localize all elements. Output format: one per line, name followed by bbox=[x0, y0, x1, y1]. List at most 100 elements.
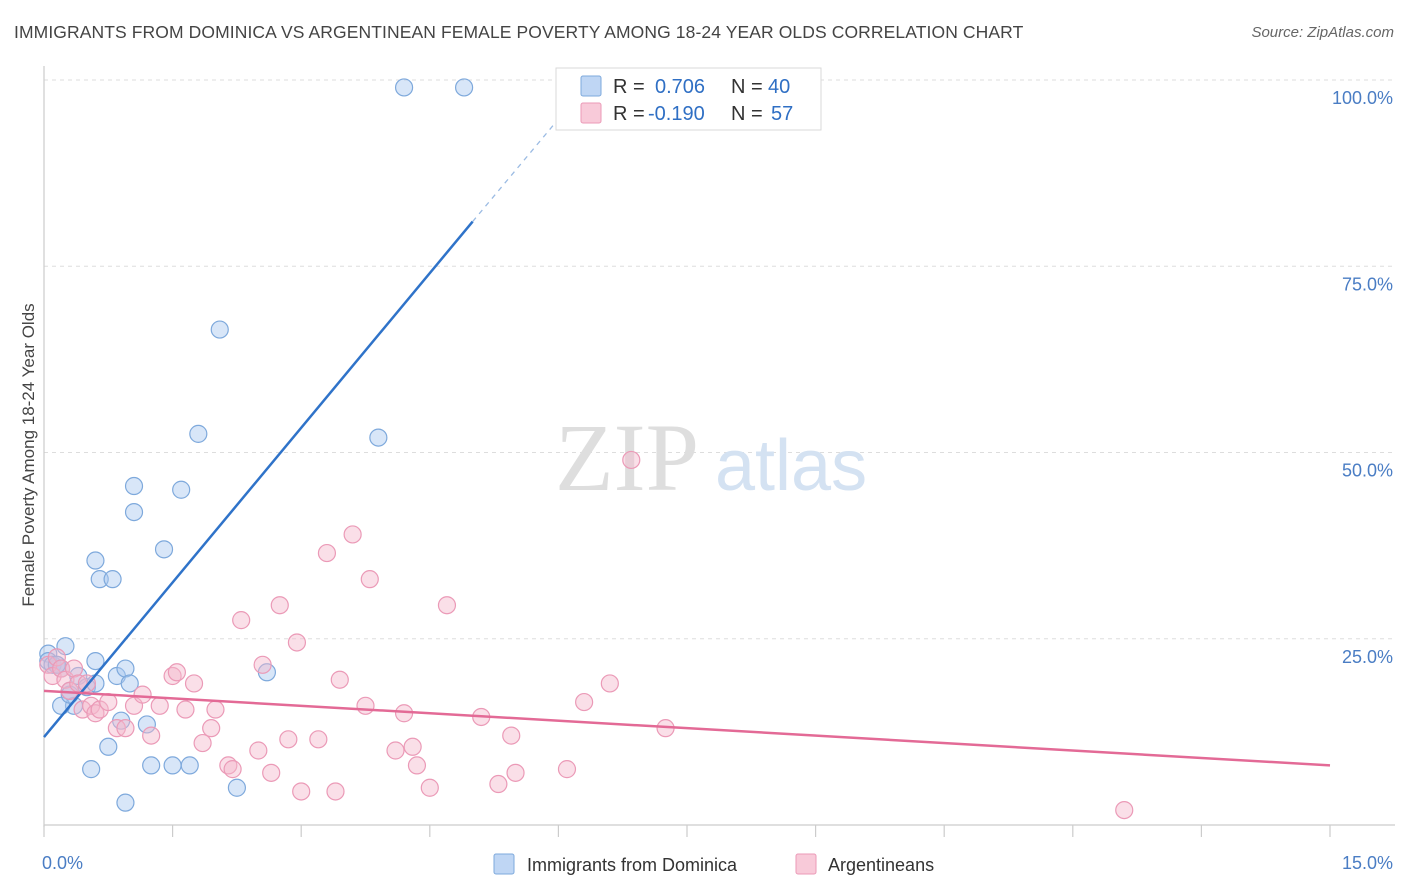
data-point bbox=[116, 659, 135, 678]
data-point bbox=[227, 778, 246, 797]
data-point bbox=[124, 476, 144, 496]
stats-legend-n-label: N = bbox=[731, 103, 763, 125]
grid-lines bbox=[44, 79, 1395, 640]
data-point bbox=[287, 633, 307, 652]
stats-legend-n-value: 40 bbox=[768, 76, 790, 98]
data-point bbox=[163, 756, 182, 775]
data-point bbox=[154, 540, 174, 559]
data-point bbox=[124, 502, 144, 522]
data-point bbox=[193, 733, 212, 753]
legend-label-dominica: Immigrants from Dominica bbox=[527, 855, 738, 875]
stats-legend-swatch-argentineans bbox=[580, 102, 602, 124]
data-point bbox=[386, 741, 405, 760]
y-tick-label: 100.0% bbox=[1332, 88, 1393, 108]
data-points bbox=[39, 78, 1134, 820]
y-tick-label: 50.0% bbox=[1342, 461, 1393, 481]
chart-title: IMMIGRANTS FROM DOMINICA VS ARGENTINEAN … bbox=[14, 22, 1024, 42]
stats-legend-swatch-dominica bbox=[580, 75, 602, 97]
x-tick-label: 15.0% bbox=[1342, 853, 1393, 873]
trend-line bbox=[43, 689, 1331, 767]
data-point bbox=[133, 685, 152, 704]
stats-legend-r-value: 0.706 bbox=[655, 76, 705, 98]
data-point bbox=[454, 78, 474, 97]
y-tick-label: 25.0% bbox=[1342, 647, 1393, 667]
data-point bbox=[150, 696, 169, 715]
data-point bbox=[360, 570, 379, 589]
data-point bbox=[142, 726, 161, 745]
data-point bbox=[369, 428, 388, 447]
data-point bbox=[223, 760, 242, 779]
data-point bbox=[180, 756, 199, 775]
axes bbox=[43, 66, 1395, 837]
stats-legend-n-label: N = bbox=[731, 76, 763, 98]
data-point bbox=[437, 596, 457, 615]
data-point bbox=[575, 692, 594, 712]
data-point bbox=[184, 674, 204, 693]
data-point bbox=[292, 782, 311, 801]
data-point bbox=[407, 756, 427, 775]
data-point bbox=[262, 763, 281, 782]
x-tick-label: 0.0% bbox=[42, 853, 83, 873]
legend-swatch-dominica bbox=[493, 853, 515, 875]
data-point bbox=[86, 651, 105, 671]
data-point bbox=[600, 674, 619, 693]
data-point bbox=[137, 715, 156, 734]
stats-legend: R = 0.706 N = 40 R = -0.190 N = 57 bbox=[555, 67, 822, 131]
data-point bbox=[64, 659, 84, 678]
data-point bbox=[167, 663, 186, 682]
data-point bbox=[279, 730, 298, 749]
series-legend: Immigrants from Dominica Argentineans bbox=[493, 853, 934, 875]
data-point bbox=[232, 611, 251, 630]
data-point bbox=[326, 782, 345, 801]
stats-legend-r-value: -0.190 bbox=[648, 103, 705, 125]
stats-legend-n-value: 57 bbox=[771, 103, 793, 125]
data-point bbox=[82, 760, 101, 779]
data-point bbox=[120, 674, 139, 693]
data-point bbox=[330, 670, 349, 689]
stats-legend-r-label: R = bbox=[613, 76, 645, 98]
legend-swatch-argentineans bbox=[795, 853, 817, 875]
data-point bbox=[489, 774, 508, 794]
watermark: ZIP atlas bbox=[555, 404, 867, 511]
tick-labels: 25.0% 50.0% 75.0% 100.0% 0.0% 15.0% bbox=[42, 88, 1393, 873]
data-point bbox=[420, 778, 439, 797]
watermark-zip: ZIP bbox=[555, 404, 699, 511]
data-point bbox=[47, 648, 66, 667]
data-point bbox=[1115, 800, 1134, 820]
data-point bbox=[343, 525, 362, 544]
data-point bbox=[403, 737, 422, 756]
trend-line bbox=[43, 220, 474, 738]
data-point bbox=[202, 719, 221, 738]
data-point bbox=[206, 700, 225, 719]
y-axis-label: Female Poverty Among 18-24 Year Olds bbox=[19, 303, 38, 606]
data-point bbox=[172, 480, 191, 499]
data-point bbox=[309, 730, 328, 749]
data-point bbox=[86, 551, 105, 570]
data-point bbox=[116, 719, 135, 738]
y-tick-label: 75.0% bbox=[1342, 274, 1393, 294]
data-point bbox=[103, 570, 122, 589]
stats-legend-r-label: R = bbox=[613, 103, 645, 125]
data-point bbox=[210, 320, 229, 339]
data-point bbox=[502, 726, 521, 745]
data-point bbox=[506, 763, 525, 782]
data-point bbox=[394, 78, 414, 97]
data-point bbox=[99, 737, 118, 756]
data-point bbox=[270, 596, 289, 615]
watermark-atlas: atlas bbox=[715, 426, 867, 506]
data-point bbox=[557, 760, 577, 779]
data-point bbox=[189, 424, 208, 443]
data-point bbox=[622, 450, 641, 470]
chart-source: Source: ZipAtlas.com bbox=[1251, 24, 1394, 41]
data-point bbox=[142, 756, 161, 775]
data-point bbox=[253, 655, 272, 674]
data-point bbox=[176, 700, 195, 719]
legend-label-argentineans: Argentineans bbox=[828, 855, 934, 875]
data-point bbox=[249, 741, 268, 760]
data-point bbox=[116, 793, 135, 812]
data-point bbox=[356, 696, 375, 715]
data-point bbox=[90, 570, 109, 589]
data-point bbox=[52, 659, 71, 678]
data-point bbox=[317, 543, 337, 563]
